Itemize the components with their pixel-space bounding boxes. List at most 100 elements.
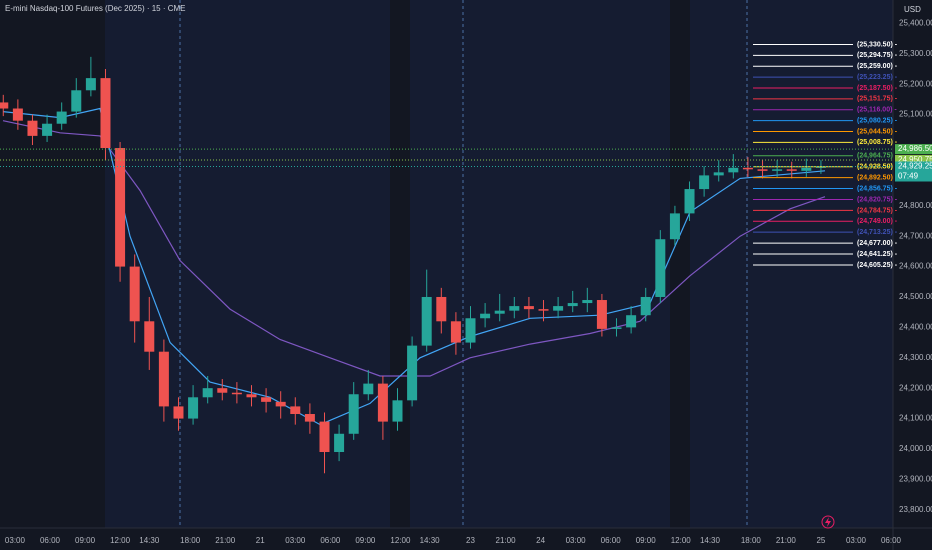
- candle-body: [480, 313, 491, 319]
- session-band: [105, 0, 390, 528]
- x-tick-label: 12:00: [390, 536, 411, 545]
- x-tick-label: 12:00: [671, 536, 692, 545]
- candle-body: [494, 310, 505, 314]
- level-label: (24,892.50) -: [857, 175, 898, 182]
- level-label: (24,856.75) -: [857, 185, 898, 192]
- price-tag-label: 24,986.50: [898, 144, 932, 153]
- price-tag-label: 24,950.75: [898, 155, 932, 164]
- x-tick-label: 12:00: [110, 536, 131, 545]
- candle-body: [421, 296, 432, 346]
- candle-body: [173, 406, 184, 419]
- level-label: (25,151.75) -: [857, 96, 898, 103]
- candle-body: [742, 167, 753, 170]
- level-label: (24,605.25) -: [857, 262, 898, 269]
- x-tick-label: 14:30: [139, 536, 160, 545]
- y-tick-label: 25,300.00: [899, 49, 932, 58]
- candle-body: [640, 296, 651, 316]
- countdown: 07:49: [898, 172, 919, 181]
- candle-body: [538, 309, 549, 311]
- candle-body: [0, 102, 9, 109]
- candle-body: [129, 266, 140, 322]
- candle-body: [699, 175, 710, 190]
- x-tick-label: 03:00: [846, 536, 867, 545]
- candle-body: [757, 169, 768, 171]
- y-tick-label: 23,800.00: [899, 505, 932, 514]
- x-tick-label: 25: [816, 536, 825, 545]
- level-label: (24,820.75) -: [857, 196, 898, 203]
- level-label: (25,044.50) -: [857, 128, 898, 135]
- level-label: (24,677.00) -: [857, 240, 898, 247]
- chart-title: E-mini Nasdaq-100 Futures (Dec 2025) · 1…: [5, 4, 186, 13]
- y-tick-label: 25,200.00: [899, 79, 932, 88]
- candle-body: [655, 239, 666, 297]
- x-tick-label: 03:00: [285, 536, 306, 545]
- price-tag-label: 24,929.25: [898, 162, 932, 171]
- plot: [0, 56, 826, 474]
- candle-body: [553, 306, 564, 311]
- x-tick-label: 09:00: [355, 536, 376, 545]
- y-tick-label: 24,700.00: [899, 231, 932, 240]
- candle-body: [728, 167, 739, 173]
- candle-body: [27, 120, 38, 136]
- candle-body: [582, 300, 593, 304]
- y-tick-label: 24,300.00: [899, 353, 932, 362]
- x-tick-label: 18:00: [180, 536, 201, 545]
- level-label: (24,964.75) -: [857, 153, 898, 160]
- candle-body: [407, 345, 418, 401]
- x-tick-label: 03:00: [566, 536, 587, 545]
- candle-body: [596, 300, 607, 329]
- candle-body: [188, 397, 199, 419]
- candle-body: [261, 397, 272, 402]
- alert-icon[interactable]: [821, 515, 835, 529]
- y-tick-label: 25,100.00: [899, 110, 932, 119]
- y-tick-label: 24,200.00: [899, 383, 932, 392]
- level-label: (25,080.25) -: [857, 117, 898, 124]
- x-tick-label: 06:00: [320, 536, 341, 545]
- moving-average: [2, 120, 826, 377]
- candle-body: [12, 108, 23, 121]
- session-band: [410, 0, 670, 528]
- candle-body: [319, 421, 330, 453]
- candle-body: [626, 315, 637, 328]
- candle-body: [801, 167, 812, 171]
- alert-bolt: [825, 517, 831, 527]
- candle-body: [158, 351, 169, 407]
- candle-body: [56, 111, 67, 124]
- x-tick-label: 21: [256, 536, 265, 545]
- level-label: (24,749.00) -: [857, 218, 898, 225]
- candle-body: [363, 383, 374, 395]
- candle-body: [611, 327, 622, 329]
- candle-body: [392, 400, 403, 422]
- x-tick-label: 09:00: [636, 536, 657, 545]
- candle-body: [465, 318, 476, 343]
- x-tick-label: 14:30: [700, 536, 721, 545]
- candle-body: [304, 414, 315, 422]
- candle-body: [42, 123, 53, 136]
- y-tick-label: 25,400.00: [899, 19, 932, 28]
- candle-body: [115, 148, 126, 267]
- candle-body: [202, 388, 213, 398]
- x-tick-label: 24: [536, 536, 545, 545]
- price-tag: [895, 161, 932, 182]
- candle-body: [275, 401, 286, 407]
- x-tick-label: 21:00: [776, 536, 797, 545]
- x-tick-label: 06:00: [601, 536, 622, 545]
- candle-body: [684, 189, 695, 214]
- x-tick-label: 21:00: [215, 536, 236, 545]
- currency[interactable]: USD: [904, 5, 921, 14]
- y-tick-label: 23,900.00: [899, 474, 932, 483]
- y-tick-label: 24,600.00: [899, 262, 932, 271]
- candle-body: [377, 383, 388, 422]
- candle-body: [217, 388, 228, 393]
- candle-body: [786, 169, 797, 171]
- level-label: (24,641.25) -: [857, 251, 898, 258]
- candle-body: [772, 169, 783, 171]
- level-label: (25,008.75) -: [857, 139, 898, 146]
- price-tag: [895, 144, 932, 155]
- y-tick-label: 24,000.00: [899, 444, 932, 453]
- level-label: (24,784.75) -: [857, 207, 898, 214]
- candle-body: [85, 78, 96, 91]
- level-label: (25,223.25) -: [857, 74, 898, 81]
- level-label: (25,330.50) -: [857, 41, 898, 48]
